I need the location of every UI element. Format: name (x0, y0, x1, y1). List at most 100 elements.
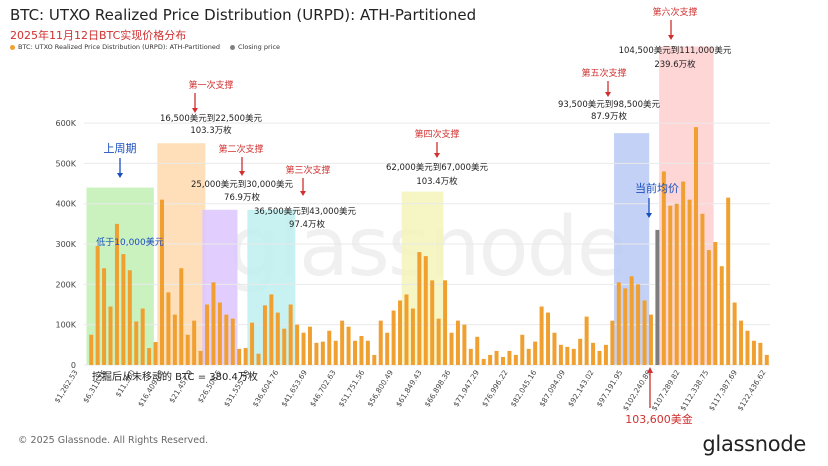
bar (520, 334, 525, 365)
bar (417, 252, 422, 365)
current-price-arrow-head (647, 367, 653, 373)
x-tick-label: $122,436.62 (735, 368, 767, 412)
bar (751, 340, 756, 365)
first-support-label: 第一次支撑 (188, 79, 233, 91)
bar (127, 270, 132, 365)
bar (224, 314, 229, 365)
bar (385, 332, 390, 365)
third-support-label: 第三次支撑 (285, 164, 330, 176)
x-tick-label: $102,240.89 (621, 368, 653, 412)
bar (95, 246, 100, 365)
bar (597, 350, 602, 365)
bar (713, 242, 718, 365)
bar (694, 127, 699, 365)
first-support-arrow-head (192, 108, 198, 113)
x-tick-label: $97,191.95 (595, 368, 625, 408)
y-axis: 0 100K 200K 300K 400K 500K 600K (55, 119, 76, 370)
bar (320, 341, 325, 365)
bar (494, 350, 499, 365)
bar (410, 308, 415, 365)
bar (719, 266, 724, 365)
bars (89, 127, 769, 365)
bar (192, 320, 197, 365)
fourth-support-arrow-head (434, 153, 440, 158)
bar (340, 320, 345, 365)
bar (668, 205, 673, 365)
bar (764, 354, 769, 365)
bar (546, 312, 551, 365)
bar (455, 320, 460, 365)
current-average-arrow-head (646, 213, 652, 218)
bar (346, 326, 351, 365)
bar (443, 280, 448, 365)
bar (558, 344, 563, 365)
third-support-range: 36,500美元到43,000美元 (254, 206, 356, 217)
legend-item-urpd[interactable]: BTC: UTXO Realized Price Distribution (U… (10, 43, 220, 51)
bar (571, 348, 576, 365)
bar (307, 326, 312, 365)
x-tick-label: $46,702.63 (308, 368, 338, 409)
bar (391, 310, 396, 365)
y-tick-label: 200K (55, 280, 76, 289)
bar (102, 268, 107, 365)
bar (526, 348, 531, 365)
first-support-range: 16,500美元到22,500美元 (160, 113, 262, 124)
bar (468, 348, 473, 365)
bar (114, 223, 119, 365)
third-support-arrow-head (300, 191, 306, 196)
bar (172, 314, 177, 365)
bar (423, 256, 428, 365)
bar (513, 354, 518, 365)
fourth-support-range: 62,000美元到67,000美元 (386, 162, 488, 173)
bar (121, 254, 126, 365)
bar (301, 332, 306, 365)
x-tick-label: $61,849.43 (394, 368, 424, 409)
bar (552, 332, 557, 365)
x-tick-label: $92,143.02 (566, 368, 596, 408)
bar (700, 213, 705, 365)
annotation-arrows (117, 20, 674, 408)
bar (108, 306, 113, 365)
y-tick-label: 0 (71, 361, 76, 370)
sixth-support-arrow-head (668, 35, 674, 40)
last-cycle-arrow-head (117, 173, 123, 178)
bar (449, 332, 454, 365)
bar (533, 341, 538, 365)
legend-label-closing-price: Closing price (238, 43, 281, 51)
x-tick-label: $82,045.16 (509, 368, 539, 409)
fifth-support-amount: 87.9万枚 (591, 111, 627, 122)
fifth-support-range: 93,500美元到98,500美元 (558, 99, 660, 110)
bar (500, 356, 505, 365)
first-support-amount: 103.3万枚 (190, 125, 232, 136)
bar (687, 199, 692, 365)
bar (578, 338, 583, 365)
bar (623, 288, 628, 365)
unmoved-btc-label: 挖掘后从未移动的 BTC = 380.4万枚 (92, 370, 258, 383)
y-tick-label: 100K (55, 321, 76, 330)
bar (591, 342, 596, 365)
third-support-amount: 97.4万枚 (289, 219, 325, 230)
bar (147, 348, 152, 365)
bar (565, 346, 570, 365)
legend-item-closing-price[interactable]: Closing price (230, 43, 280, 51)
bar (333, 340, 338, 365)
legend-swatch-closing-price (230, 44, 236, 50)
x-tick-label: $76,996.22 (480, 368, 510, 408)
bar (282, 328, 287, 365)
y-tick-label: 400K (55, 200, 76, 209)
bar (179, 268, 184, 365)
sixth-support-label: 第六次支撑 (652, 6, 697, 18)
bar (166, 292, 171, 365)
legend-swatch-urpd (10, 44, 15, 50)
bar (275, 312, 280, 365)
current-average-label: 当前均价 (635, 181, 679, 195)
bar (256, 353, 261, 365)
bar (327, 330, 332, 365)
bar (481, 358, 486, 365)
bar (430, 280, 435, 365)
bar (636, 284, 641, 365)
below-10k-label: 低于10,000美元 (96, 236, 164, 248)
